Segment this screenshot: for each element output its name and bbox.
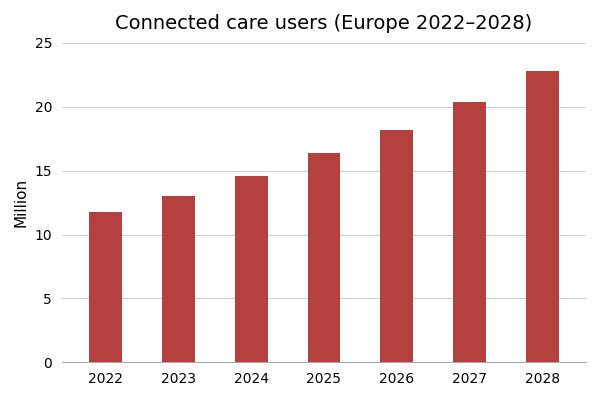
Bar <box>526 71 559 362</box>
Bar <box>162 196 194 362</box>
Title: Connected care users (Europe 2022–2028): Connected care users (Europe 2022–2028) <box>115 14 533 33</box>
Bar <box>453 102 486 362</box>
Y-axis label: Million: Million <box>14 178 29 227</box>
Bar <box>380 130 413 362</box>
Bar <box>89 212 122 362</box>
Bar <box>235 176 268 362</box>
Bar <box>308 153 340 362</box>
